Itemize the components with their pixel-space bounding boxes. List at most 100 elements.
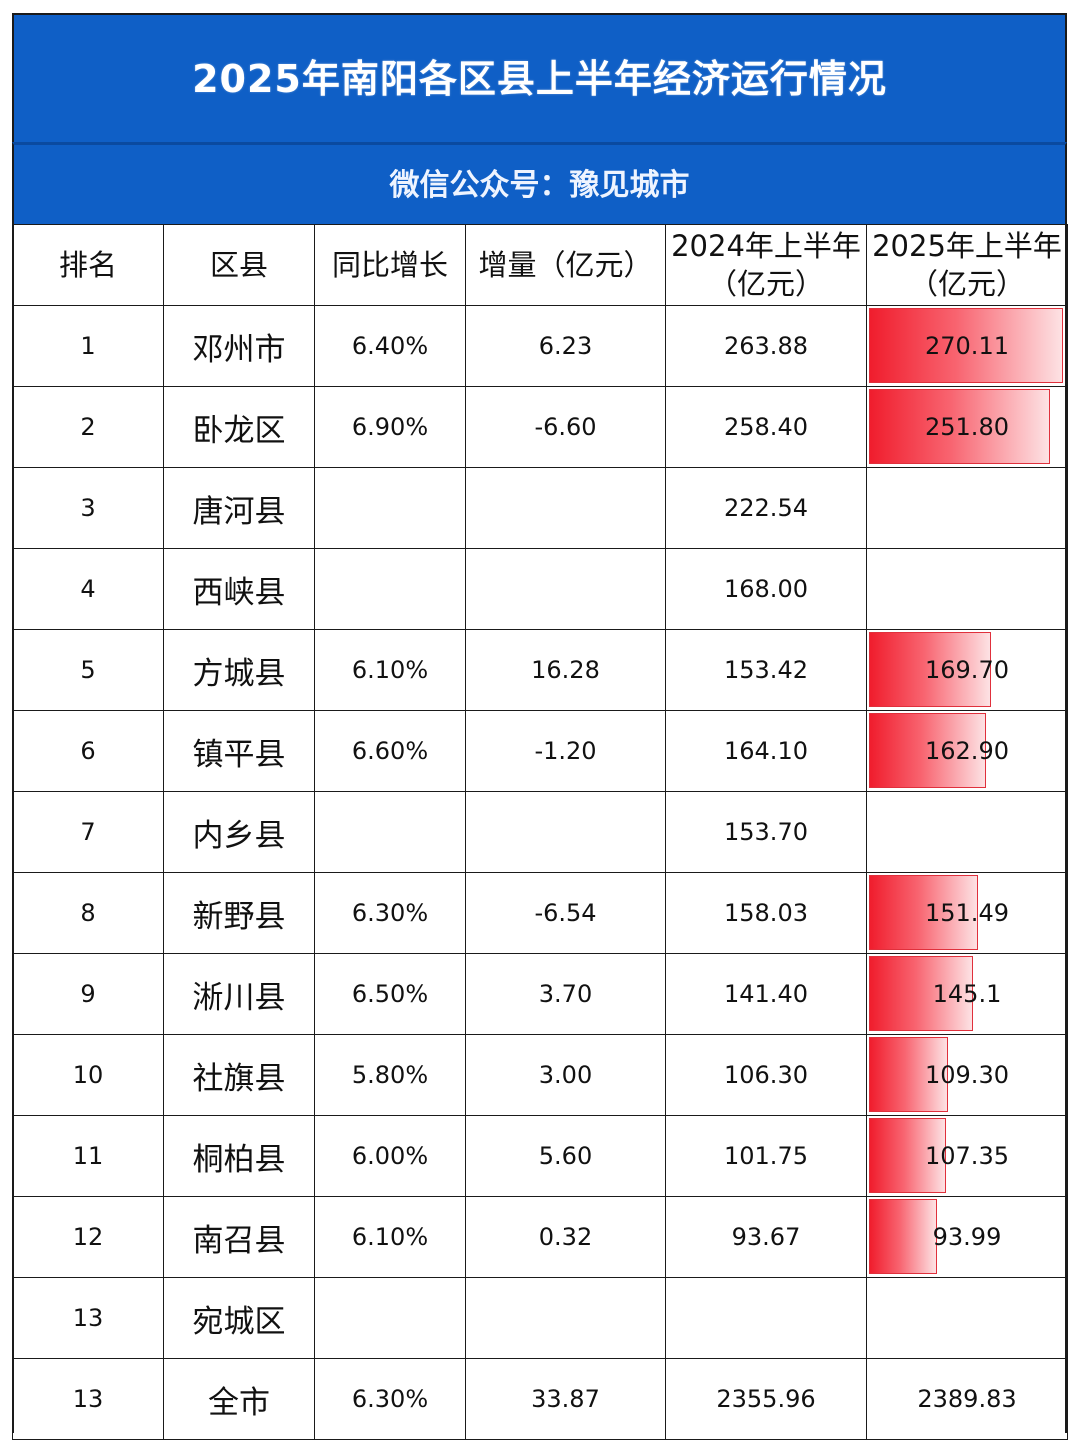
- h1-2024-cell: 106.30: [665, 1034, 867, 1116]
- increment-cell: 3.00: [465, 1034, 666, 1116]
- county-cell: 南召县: [163, 1196, 315, 1278]
- header-row: 排名 区县 同比增长 增量（亿元） 2024年上半年（亿元） 2025年上半年（…: [12, 224, 1068, 306]
- h1-2024-cell: 153.42: [665, 629, 867, 711]
- growth-cell: 6.60%: [314, 710, 466, 792]
- data-bar: [869, 956, 973, 1031]
- h1-2025-value: 145.1: [932, 980, 1002, 1008]
- data-bar: [869, 1199, 937, 1274]
- growth-cell: [314, 467, 466, 549]
- page-title: 2025年南阳各区县上半年经济运行情况: [12, 13, 1067, 142]
- h1-2024-cell: 93.67: [665, 1196, 867, 1278]
- h1-2025-cell: 162.90: [866, 710, 1068, 792]
- growth-cell: [314, 791, 466, 873]
- h1-2025-value: 270.11: [925, 332, 1009, 360]
- increment-cell: [465, 791, 666, 873]
- h1-2025-cell: [866, 467, 1068, 549]
- h1-2025-cell: 270.11: [866, 305, 1068, 387]
- county-cell: 新野县: [163, 872, 315, 954]
- data-bar: [869, 875, 978, 950]
- table-row: 4 西峡县 168.00: [12, 548, 1068, 630]
- rank-cell: 6: [12, 710, 164, 792]
- h1-2025-value: 2389.83: [917, 1385, 1017, 1413]
- h1-2025-cell: 151.49: [866, 872, 1068, 954]
- h1-2025-value: 251.80: [925, 413, 1009, 441]
- h1-2025-cell: 169.70: [866, 629, 1068, 711]
- county-cell: 淅川县: [163, 953, 315, 1035]
- increment-cell: 6.23: [465, 305, 666, 387]
- h1-2024-cell: 222.54: [665, 467, 867, 549]
- header-h1-2025: 2025年上半年（亿元）: [866, 224, 1068, 306]
- growth-cell: [314, 548, 466, 630]
- table-row: 13 宛城区: [12, 1277, 1068, 1359]
- h1-2025-cell: [866, 548, 1068, 630]
- data-bar: [869, 632, 991, 707]
- economy-table: 排名 区县 同比增长 增量（亿元） 2024年上半年（亿元） 2025年上半年（…: [12, 224, 1068, 1440]
- h1-2025-cell: 93.99: [866, 1196, 1068, 1278]
- rank-cell: 11: [12, 1115, 164, 1197]
- data-bar: [869, 1037, 948, 1112]
- h1-2024-cell: 263.88: [665, 305, 867, 387]
- h1-2025-cell: [866, 1277, 1068, 1359]
- h1-2025-value: 93.99: [932, 1223, 1002, 1251]
- h1-2024-cell: 168.00: [665, 548, 867, 630]
- data-bar: [869, 713, 986, 788]
- table-row: 6 镇平县 6.60% -1.20 164.10 162.90: [12, 710, 1068, 792]
- h1-2025-value: 151.49: [925, 899, 1009, 927]
- growth-cell: 6.40%: [314, 305, 466, 387]
- increment-cell: -1.20: [465, 710, 666, 792]
- rank-cell: 4: [12, 548, 164, 630]
- data-bar: [869, 308, 1063, 383]
- growth-cell: 6.30%: [314, 872, 466, 954]
- header-h1-2024: 2024年上半年（亿元）: [665, 224, 867, 306]
- county-cell: 方城县: [163, 629, 315, 711]
- increment-cell: [465, 467, 666, 549]
- h1-2025-cell: [866, 791, 1068, 873]
- header-increment: 增量（亿元）: [465, 224, 666, 306]
- increment-cell: -6.54: [465, 872, 666, 954]
- increment-cell: 5.60: [465, 1115, 666, 1197]
- h1-2025-cell: 145.1: [866, 953, 1068, 1035]
- table-row: 1 邓州市 6.40% 6.23 263.88 270.11: [12, 305, 1068, 387]
- rank-cell: 10: [12, 1034, 164, 1116]
- increment-cell: 0.32: [465, 1196, 666, 1278]
- table-row: 3 唐河县 222.54: [12, 467, 1068, 549]
- county-cell: 宛城区: [163, 1277, 315, 1359]
- county-cell: 西峡县: [163, 548, 315, 630]
- growth-cell: 6.10%: [314, 1196, 466, 1278]
- header-rank: 排名: [12, 224, 164, 306]
- increment-cell: [465, 548, 666, 630]
- h1-2024-cell: 158.03: [665, 872, 867, 954]
- data-bar: [869, 1118, 946, 1193]
- h1-2024-cell: 164.10: [665, 710, 867, 792]
- h1-2025-cell: 2389.83: [866, 1358, 1068, 1440]
- county-cell: 社旗县: [163, 1034, 315, 1116]
- rank-cell: 3: [12, 467, 164, 549]
- rank-cell: 13: [12, 1277, 164, 1359]
- h1-2025-value: 107.35: [925, 1142, 1009, 1170]
- increment-cell: 16.28: [465, 629, 666, 711]
- table-row: 9 淅川县 6.50% 3.70 141.40 145.1: [12, 953, 1068, 1035]
- county-cell: 内乡县: [163, 791, 315, 873]
- rank-cell: 2: [12, 386, 164, 468]
- table-row: 5 方城县 6.10% 16.28 153.42 169.70: [12, 629, 1068, 711]
- growth-cell: 6.00%: [314, 1115, 466, 1197]
- table-row: 13 全市 6.30% 33.87 2355.96 2389.83: [12, 1358, 1068, 1440]
- h1-2025-value: 162.90: [925, 737, 1009, 765]
- growth-cell: 6.30%: [314, 1358, 466, 1440]
- h1-2024-cell: 101.75: [665, 1115, 867, 1197]
- table-row: 10 社旗县 5.80% 3.00 106.30 109.30: [12, 1034, 1068, 1116]
- h1-2025-cell: 251.80: [866, 386, 1068, 468]
- county-cell: 桐柏县: [163, 1115, 315, 1197]
- growth-cell: 6.50%: [314, 953, 466, 1035]
- h1-2025-value: 109.30: [925, 1061, 1009, 1089]
- h1-2024-cell: 153.70: [665, 791, 867, 873]
- header-county: 区县: [163, 224, 315, 306]
- table-row: 7 内乡县 153.70: [12, 791, 1068, 873]
- county-cell: 卧龙区: [163, 386, 315, 468]
- header-growth: 同比增长: [314, 224, 466, 306]
- county-cell: 唐河县: [163, 467, 315, 549]
- h1-2025-cell: 109.30: [866, 1034, 1068, 1116]
- increment-cell: 33.87: [465, 1358, 666, 1440]
- rank-cell: 12: [12, 1196, 164, 1278]
- growth-cell: 5.80%: [314, 1034, 466, 1116]
